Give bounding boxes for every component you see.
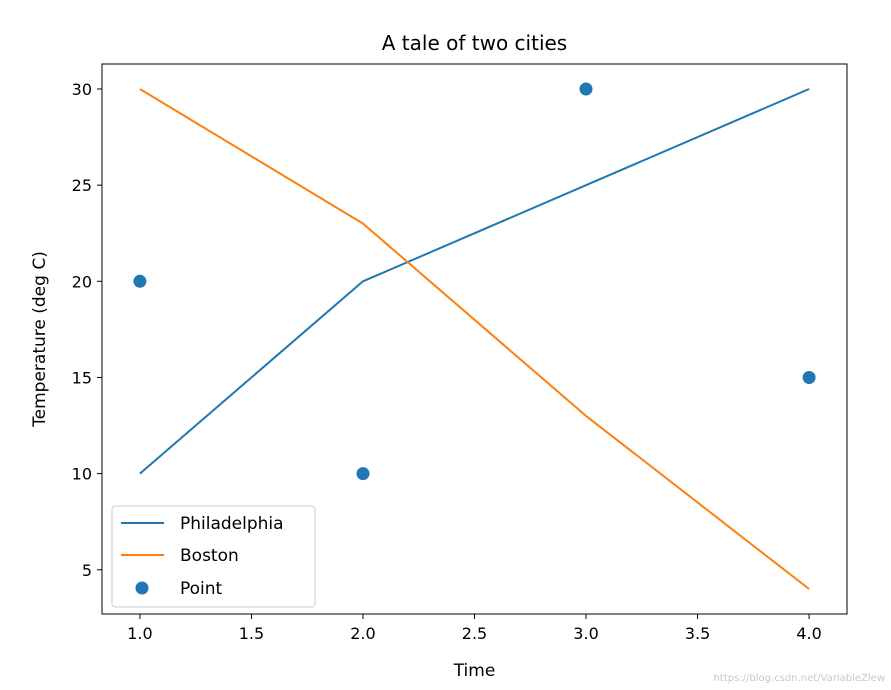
x-tick-label: 3.0	[573, 624, 598, 643]
x-tick-label: 2.5	[462, 624, 487, 643]
data-point-point	[356, 467, 370, 481]
legend-swatch-point	[135, 581, 149, 595]
legend-label-point: Point	[180, 579, 223, 599]
y-tick-label: 10	[72, 465, 92, 484]
chart-title: A tale of two cities	[382, 31, 567, 55]
watermark: https://blog.csdn.net/VariableZlew	[713, 673, 885, 684]
x-tick-label: 4.0	[796, 624, 821, 643]
series-line-boston	[139, 88, 810, 590]
y-tick-label: 25	[72, 176, 92, 195]
data-point-point	[802, 371, 816, 384]
series-line-philadelphia	[139, 88, 810, 475]
legend-label-philadelphia: Philadelphia	[180, 514, 284, 534]
x-tick-label: 1.0	[127, 624, 152, 643]
x-tick-label: 2.0	[350, 624, 375, 643]
ticks-layer: 1.0 1.5 2.0 2.5 3.0 3.5 4.0 5 10 15 20 25 30	[72, 80, 822, 643]
y-tick-label: 5	[82, 561, 92, 580]
legend-box	[111, 505, 316, 608]
x-axis-label: Time	[453, 661, 496, 681]
legend-label-boston: Boston	[180, 546, 239, 566]
y-tick-label: 15	[72, 368, 92, 387]
x-tick-label: 3.5	[685, 624, 710, 643]
legend: Philadelphia Boston Point	[111, 505, 316, 608]
data-point-point	[579, 82, 593, 96]
series-layer	[133, 82, 816, 590]
y-tick-label: 20	[72, 272, 92, 291]
y-axis-label: Temperature (deg C)	[30, 251, 50, 428]
data-point-point	[133, 274, 147, 288]
x-tick-label: 1.5	[239, 624, 264, 643]
y-tick-label: 30	[72, 80, 92, 99]
